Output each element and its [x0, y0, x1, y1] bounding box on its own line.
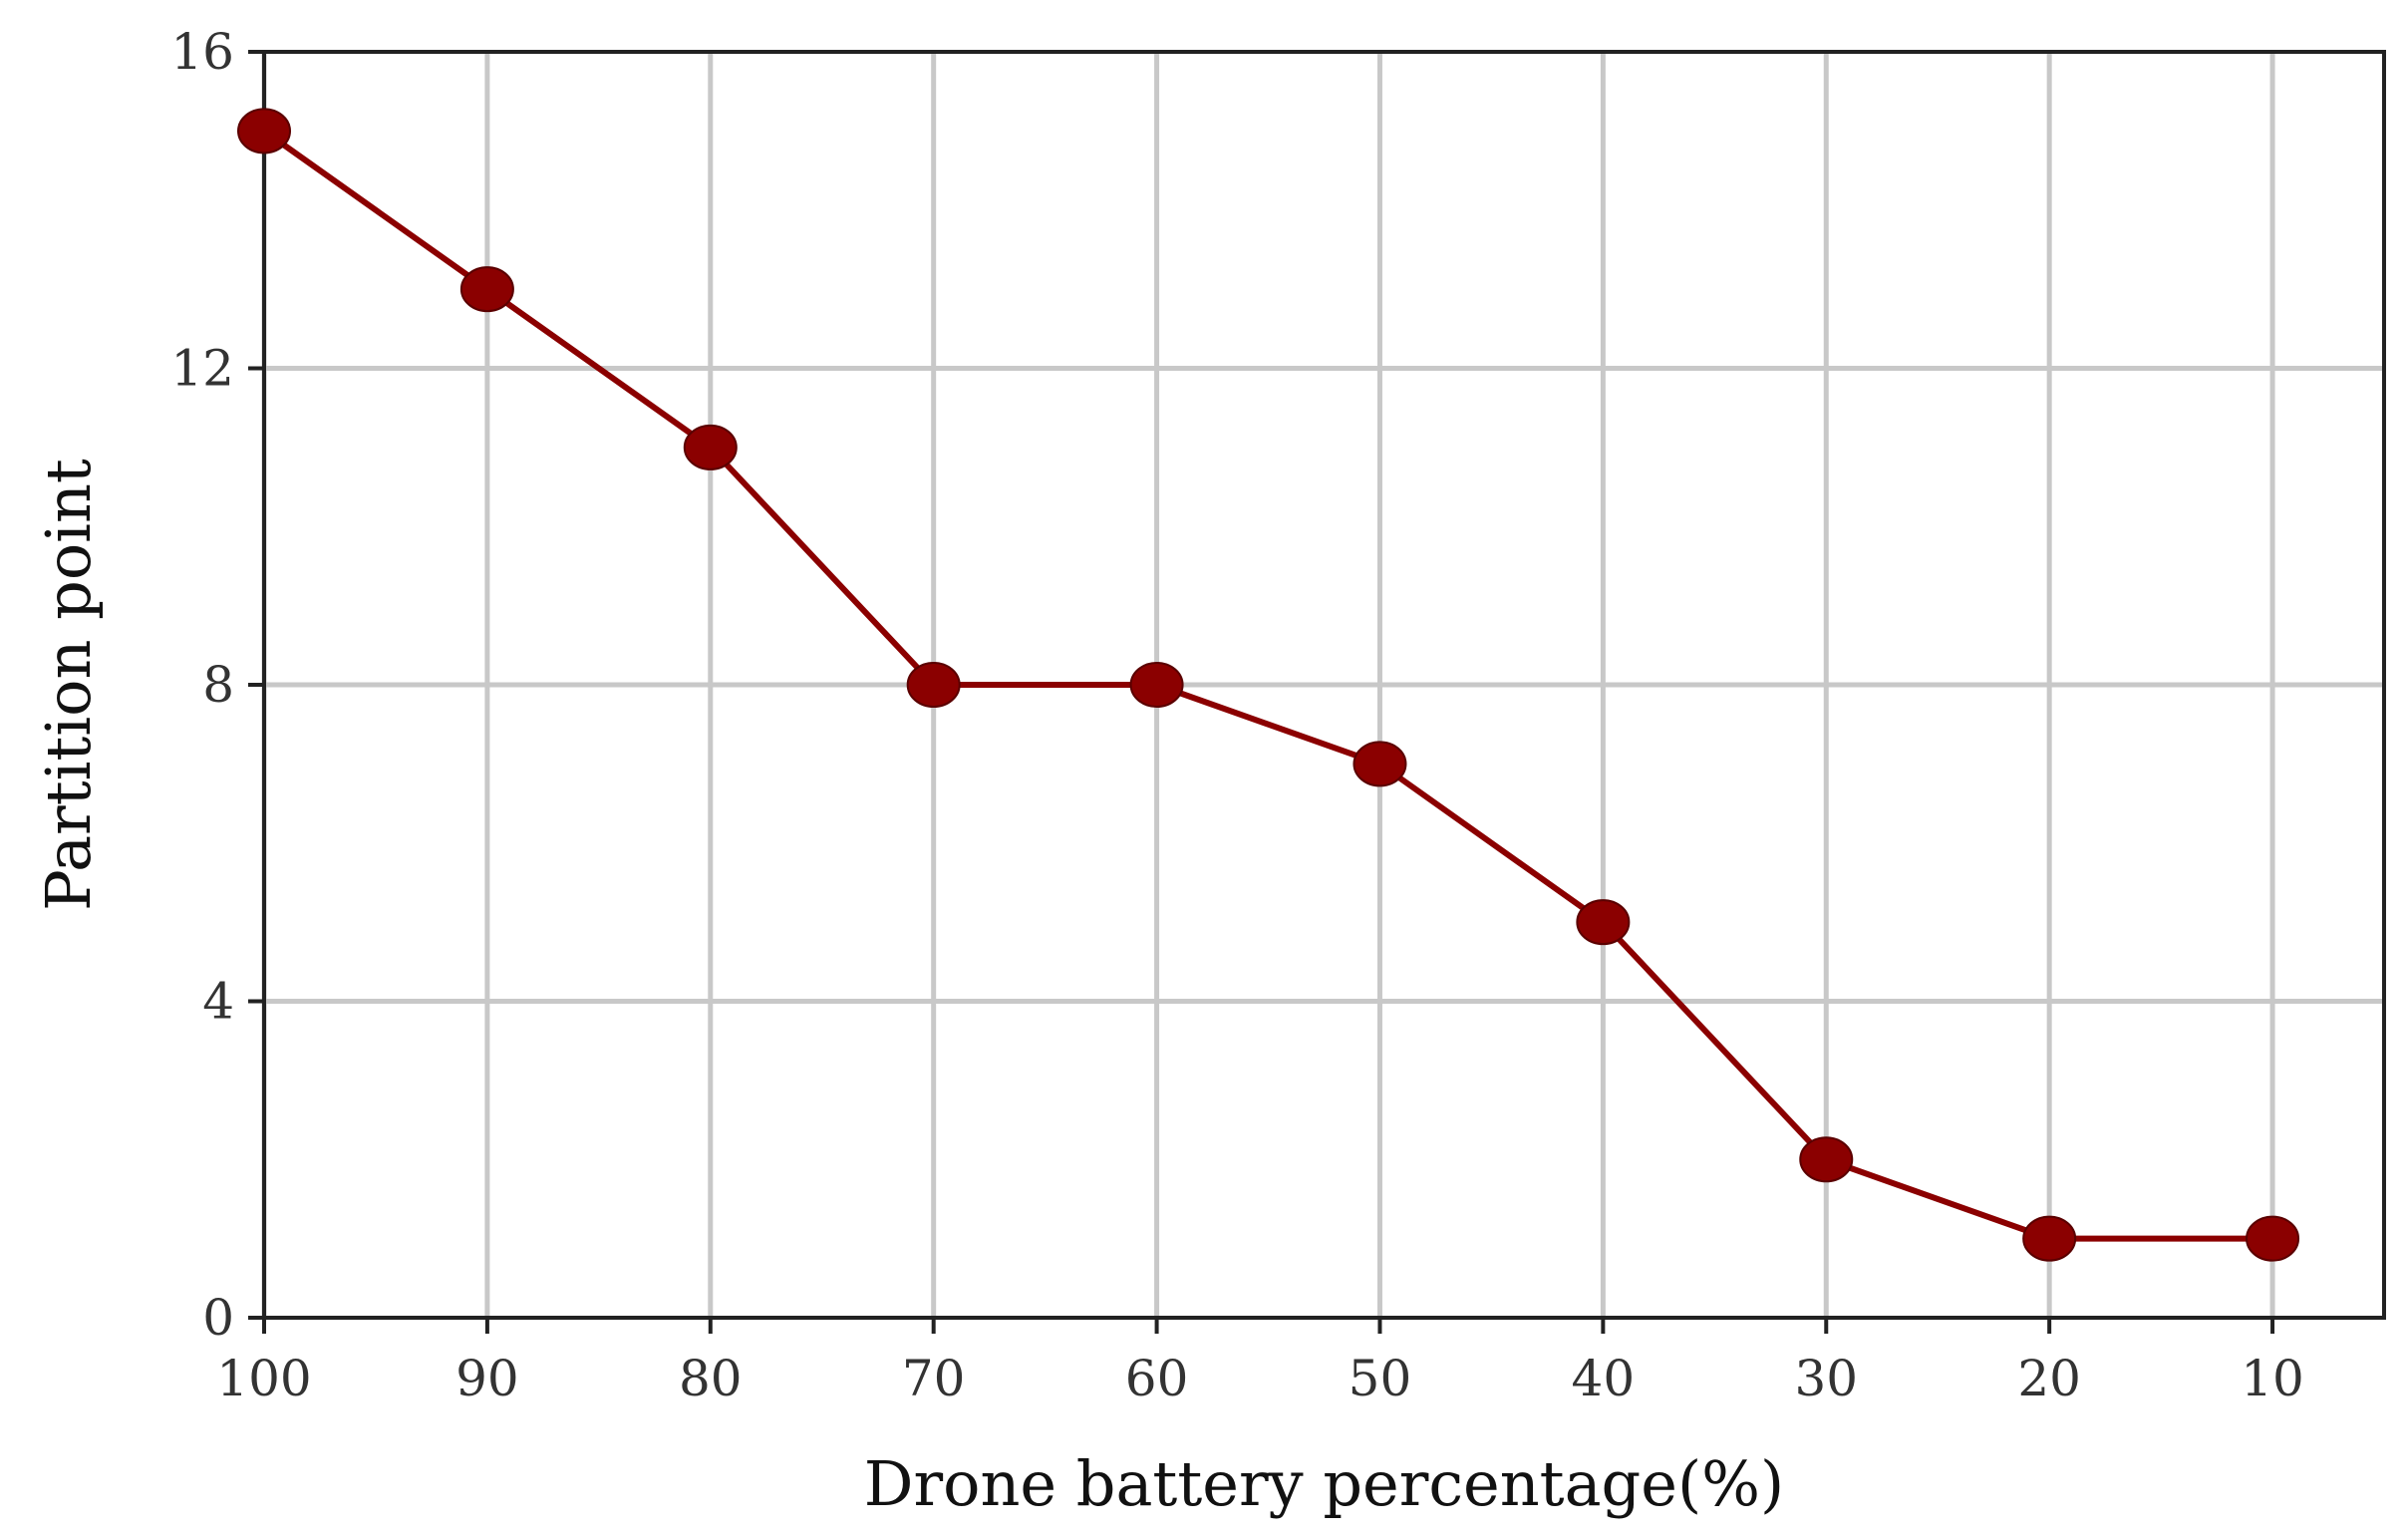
data-point	[237, 108, 291, 154]
data-point	[2246, 1215, 2300, 1262]
grid-lines	[261, 52, 2384, 1318]
x-tick-label: 70	[902, 1350, 966, 1407]
x-tick-label: 100	[216, 1350, 311, 1407]
y-tick-label: 12	[170, 340, 234, 398]
y-tick-label: 0	[202, 1289, 234, 1347]
data-point	[459, 266, 514, 313]
y-tick-label: 4	[202, 973, 234, 1031]
data-point	[1129, 662, 1184, 708]
y-axis-title: Partition point	[32, 459, 105, 911]
data-point	[1799, 1136, 1854, 1183]
y-tick-label: 8	[202, 656, 234, 714]
data-point	[906, 662, 961, 708]
x-tick-label: 50	[1349, 1350, 1412, 1407]
axis-ticks	[248, 50, 2275, 1334]
data-point	[2022, 1215, 2077, 1262]
data-point	[1353, 741, 1407, 787]
y-tick-label: 16	[170, 23, 234, 81]
x-tick-label: 80	[679, 1350, 743, 1407]
x-axis-title: Drone battery percentage(%)	[864, 1447, 1784, 1520]
x-tick-label: 10	[2241, 1350, 2304, 1407]
data-point	[683, 424, 738, 470]
series-line	[262, 128, 2273, 1242]
x-tick-label: 20	[2017, 1350, 2081, 1407]
data-point	[1576, 899, 1631, 946]
x-tick-label: 30	[1794, 1350, 1858, 1407]
x-tick-label: 60	[1125, 1350, 1189, 1407]
x-tick-label: 40	[1572, 1350, 1636, 1407]
series-layer	[237, 108, 2300, 1262]
x-tick-label: 90	[455, 1350, 519, 1407]
